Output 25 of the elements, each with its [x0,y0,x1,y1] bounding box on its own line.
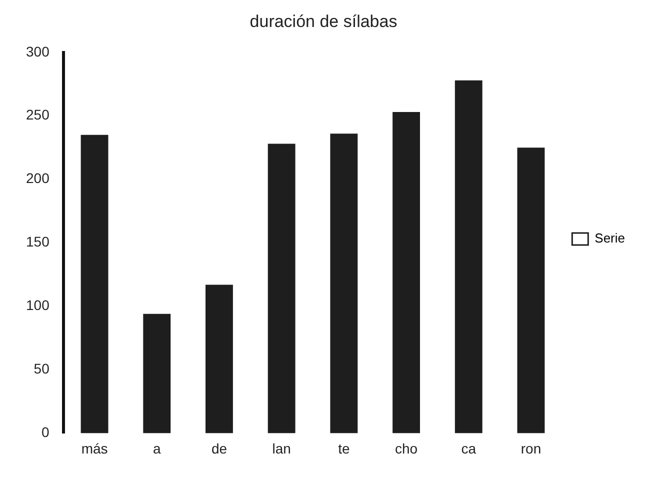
x-tick-label: lan [272,440,291,456]
bar [454,80,482,434]
x-tick-label: de [211,440,228,456]
bar [392,112,420,434]
y-tick-label: 0 [42,424,50,440]
bar [80,134,108,434]
x-tick-label: más [81,440,108,456]
bar [330,134,358,434]
bar [517,148,545,434]
x-tick-label: cho [394,440,418,456]
bar [143,314,171,434]
y-tick-label: 300 [26,43,50,60]
legend-label: Serie [594,230,626,246]
bar [268,144,296,434]
chart-title: duración de sílabas [250,12,398,31]
bar [206,284,233,434]
y-tick-label: 250 [26,106,50,123]
y-tick-label: 100 [26,297,50,314]
y-tick-label: 200 [26,170,50,186]
y-tick-label: 150 [26,234,50,250]
x-tick-label: ca [461,440,476,456]
x-tick-label: ron [520,440,542,456]
x-tick-label: te [338,440,350,456]
y-tick-label: 50 [34,360,50,377]
x-tick-label: a [152,440,161,456]
